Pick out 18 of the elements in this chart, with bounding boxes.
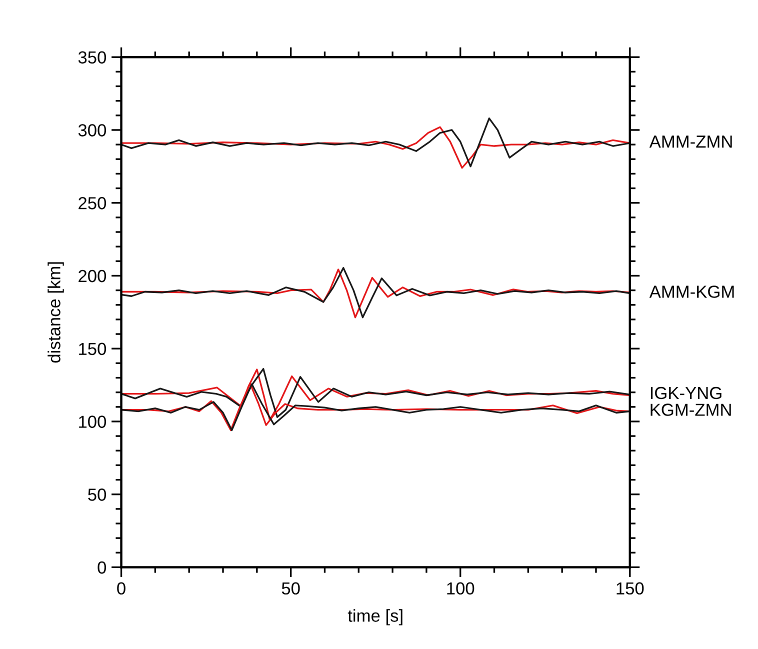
x-tick-label: 100 bbox=[447, 582, 474, 595]
y-tick-label: 100 bbox=[79, 416, 106, 428]
y-tick-label: 150 bbox=[79, 342, 106, 356]
x-tick-label: 150 bbox=[616, 582, 644, 595]
y-tick-label: 50 bbox=[88, 488, 106, 501]
y-tick-label: 250 bbox=[78, 197, 106, 210]
y-tick-label: 300 bbox=[78, 124, 106, 136]
y-tick-label: 350 bbox=[78, 51, 106, 64]
x-tick-label: 50 bbox=[282, 582, 300, 595]
series-label: IGK-YNG bbox=[650, 386, 722, 400]
y-tick-label: 0 bbox=[98, 561, 106, 574]
series-label: KGM-ZMN bbox=[650, 404, 731, 416]
series-label: AMM-ZMN bbox=[649, 136, 732, 148]
y-tick-label: 200 bbox=[78, 270, 106, 282]
series-label: AMM-KGM bbox=[649, 286, 734, 298]
x-tick-label: 0 bbox=[117, 582, 126, 595]
x-axis-title: time [s] bbox=[348, 609, 402, 626]
y-axis-title: distance [km] bbox=[48, 262, 64, 363]
